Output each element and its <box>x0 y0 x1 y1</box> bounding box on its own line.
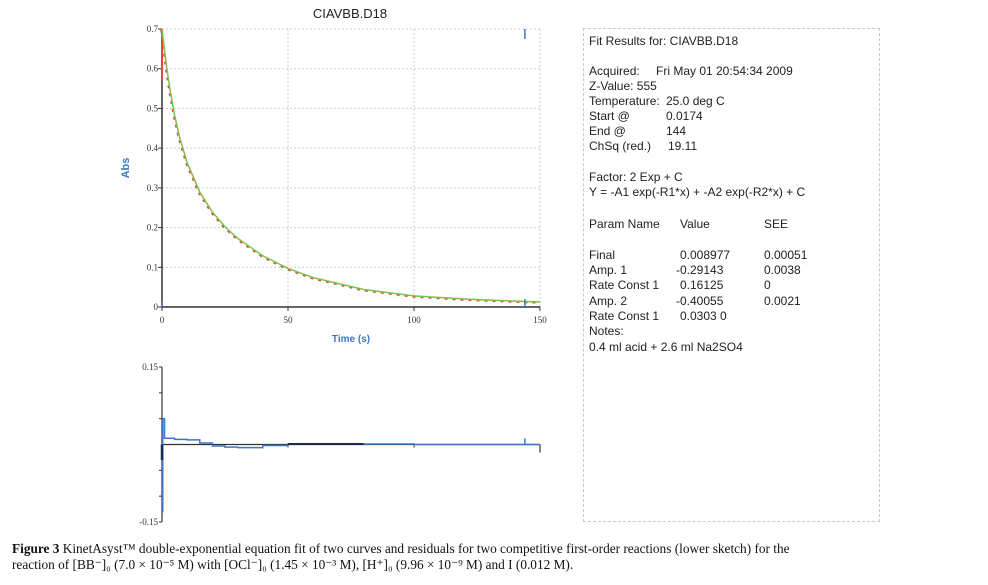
factor: Factor: 2 Exp + C <box>589 170 683 184</box>
param-see: 0 <box>764 278 771 292</box>
start-value: 0.0174 <box>666 109 703 123</box>
caption-line2: reaction of [BB⁻]₀ (7.0 × 10⁻⁵ M) with [… <box>12 557 574 572</box>
end-label: End @ <box>589 124 626 138</box>
x-tick-label: 150 <box>533 315 547 325</box>
y-tick-label: 0.3 <box>147 183 159 193</box>
data-series <box>160 29 540 304</box>
param-name: Amp. 1 <box>589 263 628 277</box>
param-name: Amp. 2 <box>589 294 628 308</box>
param-value: -0.29143 <box>676 263 724 277</box>
param-name: Rate Const 1 <box>589 278 660 292</box>
residual-series <box>162 417 540 513</box>
chart-canvas: CIAVBB.D18 Time (s) Abs 0 0.1 0.2 0.3 0.4 0.5… <box>120 6 547 527</box>
y-tick-label: 0.1 <box>147 262 158 272</box>
param-see: 0.0038 <box>764 263 801 277</box>
y-axis-label: Abs <box>120 158 132 179</box>
y-tick-label: 0.5 <box>147 103 159 113</box>
y-tick-label: 0 <box>154 302 159 312</box>
start-label: Start @ <box>589 109 630 123</box>
temperature-value: 25.0 deg C <box>666 94 725 108</box>
param-value: -0.40055 <box>676 294 724 308</box>
param-name: Rate Const 1 <box>589 309 660 323</box>
caption-line1: KinetAsyst™ double-exponential equation … <box>59 541 790 556</box>
z-value: Z-Value: 555 <box>589 79 657 93</box>
equation: Y = -A1 exp(-R1*x) + -A2 exp(-R2*x) + C <box>589 185 806 199</box>
x-tick-label: 0 <box>160 315 165 325</box>
residual-y-tick-label: 0.15 <box>142 362 158 372</box>
end-value: 144 <box>666 124 687 138</box>
param-value: 0.16125 <box>680 278 724 292</box>
x-axis-label: Time (s) <box>332 334 370 345</box>
acquired-label: Acquired: <box>589 64 640 78</box>
header-see: SEE <box>764 217 789 231</box>
x-tick-label: 100 <box>407 315 421 325</box>
param-name: Final <box>589 248 616 262</box>
fit-results-panel <box>583 28 880 522</box>
acquired-value: Fri May 01 20:54:34 2009 <box>656 64 793 78</box>
fit-title: Fit Results for: CIAVBB.D18 <box>589 34 739 48</box>
temperature-label: Temperature: <box>589 94 660 108</box>
x-tick-label: 50 <box>284 315 294 325</box>
chsq-label: ChSq (red.) <box>589 139 652 153</box>
figure-caption: Figure 3 KinetAsyst™ double-exponential … <box>12 541 982 573</box>
param-see: 0.00051 <box>764 248 808 262</box>
caption-label: Figure 3 <box>12 541 60 556</box>
param-value: 0.008977 <box>680 248 731 262</box>
y-tick-label: 0.7 <box>147 24 159 34</box>
chart-title: CIAVBB.D18 <box>313 6 387 21</box>
header-param-name: Param Name <box>589 217 660 231</box>
header-value: Value <box>680 217 710 231</box>
notes-text: 0.4 ml acid + 2.6 ml Na2SO4 <box>589 340 743 354</box>
notes-label: Notes: <box>589 324 624 338</box>
fit-series <box>161 28 541 303</box>
y-tick-label: 0.6 <box>147 64 159 74</box>
param-value: 0.0303 0 <box>680 309 727 323</box>
y-tick-label: 0.4 <box>147 143 159 153</box>
y-tick-label: 0.2 <box>147 223 158 233</box>
chsq-value: 19.11 <box>668 139 698 153</box>
param-see: 0.0021 <box>764 294 801 308</box>
residual-y-tick-label: -0.15 <box>139 517 158 527</box>
